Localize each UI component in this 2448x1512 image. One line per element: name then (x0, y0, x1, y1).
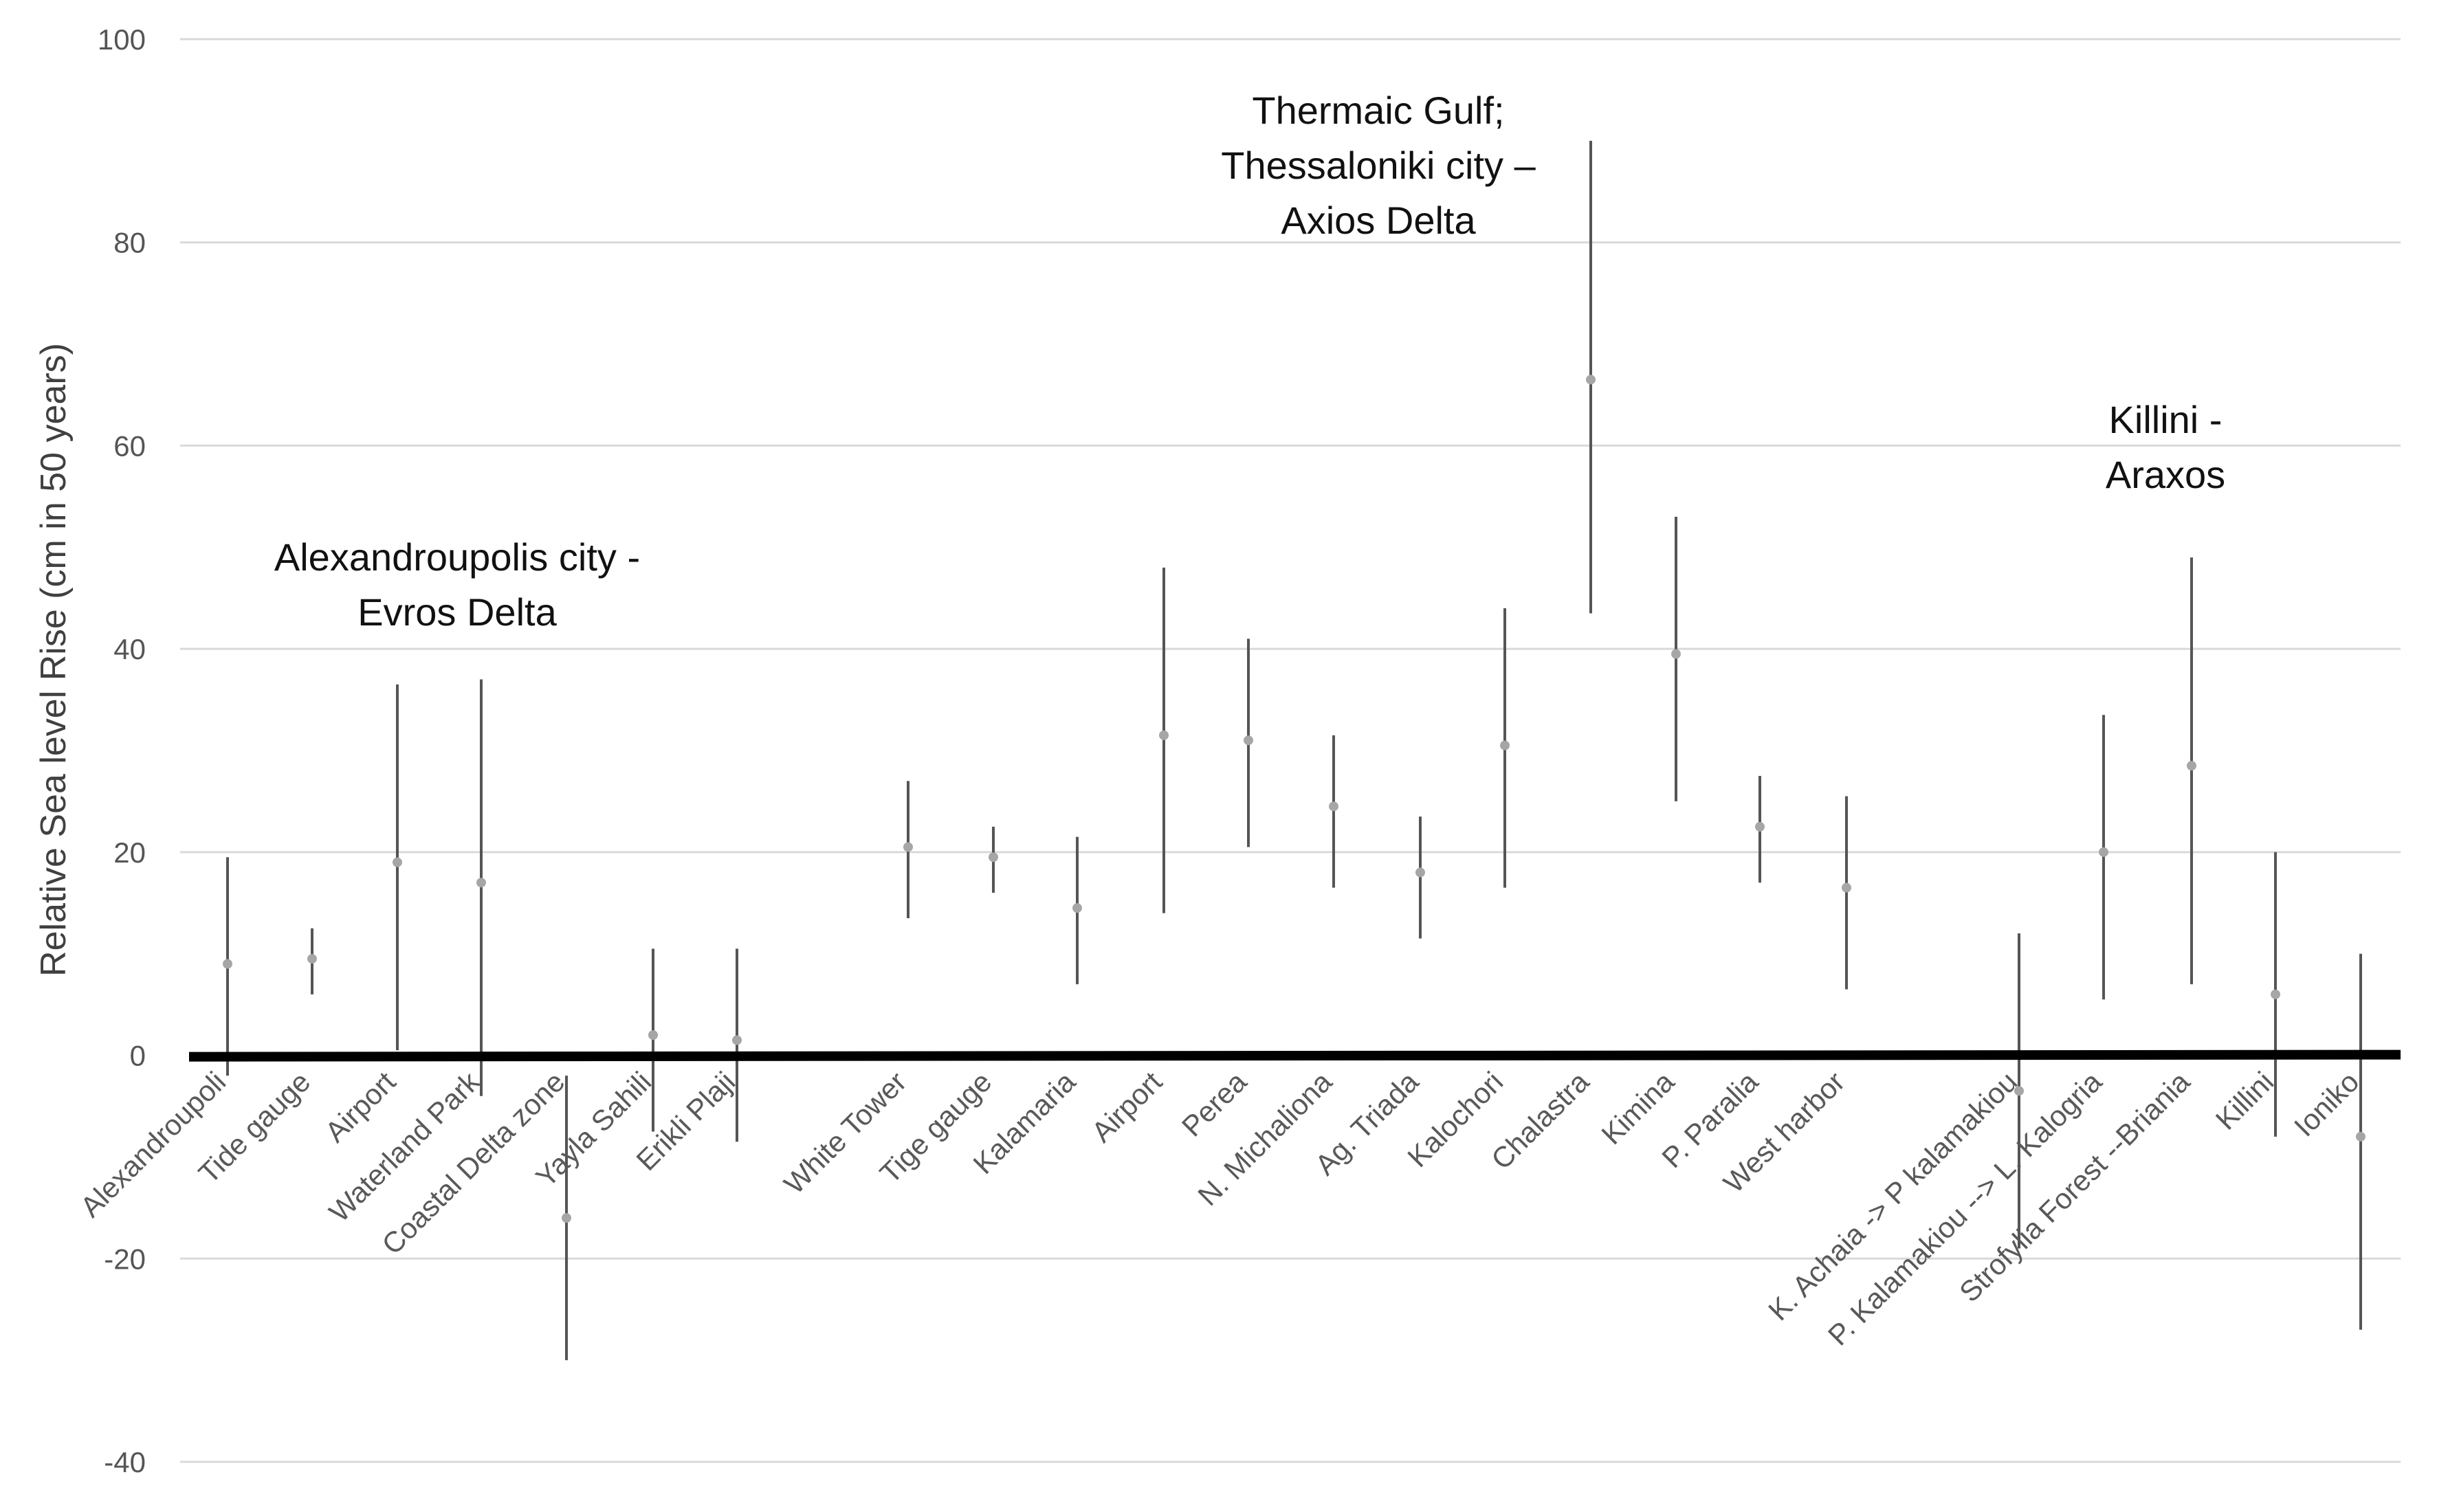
annotation-label: Alexandroupolis city - Evros Delta (274, 535, 640, 634)
data-point (1586, 375, 1596, 385)
data-point (562, 1213, 571, 1223)
data-point (307, 954, 317, 964)
data-point (1500, 740, 1510, 751)
annotation-line: Killini - (2109, 398, 2223, 441)
data-point (1415, 867, 1425, 878)
data-point (648, 1030, 658, 1040)
annotation-line: Alexandroupolis city - (274, 535, 640, 579)
category-label: Perea (1176, 1065, 1253, 1143)
annotation-line: Thessaloniki city – (1221, 144, 1536, 187)
data-point (1072, 903, 1082, 913)
data-point (2356, 1131, 2366, 1142)
category-label: Kimina (1595, 1065, 1680, 1150)
data-point (2014, 1086, 2024, 1096)
zero-baseline (188, 1049, 2401, 1062)
annotation-line: Araxos (2106, 453, 2225, 496)
annotation-line: Thermaic Gulf; (1252, 89, 1504, 132)
annotation-label: Killini - Araxos (2106, 398, 2225, 496)
y-axis-ticks: -40 -20 0 20 40 60 80 100 (98, 23, 146, 1478)
data-point (903, 842, 913, 852)
y-tick-label: 80 (113, 227, 146, 259)
category-label: Airport (1085, 1065, 1169, 1148)
data-point (1329, 801, 1338, 812)
data-point (2187, 761, 2196, 771)
y-tick-label: -20 (104, 1243, 146, 1275)
annotation-line: Evros Delta (357, 590, 557, 634)
data-point (732, 1035, 742, 1045)
y-axis-label: Relative Sea level Rise (cm in 50 years) (34, 343, 74, 977)
gridlines (180, 38, 2401, 1463)
annotations: Alexandroupolis city - Evros Delta Thermai… (274, 89, 2225, 634)
data-point (2271, 989, 2280, 999)
data-point (223, 959, 232, 969)
data-point (1755, 821, 1765, 832)
category-label: Ioniko (2288, 1065, 2365, 1142)
category-label: Killini (2209, 1065, 2280, 1136)
y-tick-label: 20 (113, 836, 146, 869)
data-point (2099, 847, 2108, 857)
annotation-line: Axios Delta (1281, 199, 1476, 242)
data-points (223, 375, 2366, 1223)
data-point (1159, 730, 1169, 740)
data-point (393, 857, 402, 867)
data-point (1671, 649, 1681, 659)
data-point (1244, 735, 1253, 746)
error-bars (226, 140, 2362, 1361)
data-point (989, 852, 998, 863)
category-label: Airport (319, 1065, 402, 1148)
data-point (476, 878, 486, 888)
y-tick-label: 40 (113, 633, 146, 665)
y-tick-label: 100 (98, 23, 146, 56)
y-tick-label: 60 (113, 430, 146, 462)
annotation-label: Thermaic Gulf; Thessaloniki city – Axios D… (1221, 89, 1536, 242)
category-label: Waterland Park (323, 1065, 487, 1228)
category-label: Alexandroupoli (74, 1065, 232, 1223)
data-point (1842, 882, 1851, 893)
y-tick-label: 0 (130, 1040, 146, 1072)
y-tick-label: -40 (104, 1446, 146, 1478)
